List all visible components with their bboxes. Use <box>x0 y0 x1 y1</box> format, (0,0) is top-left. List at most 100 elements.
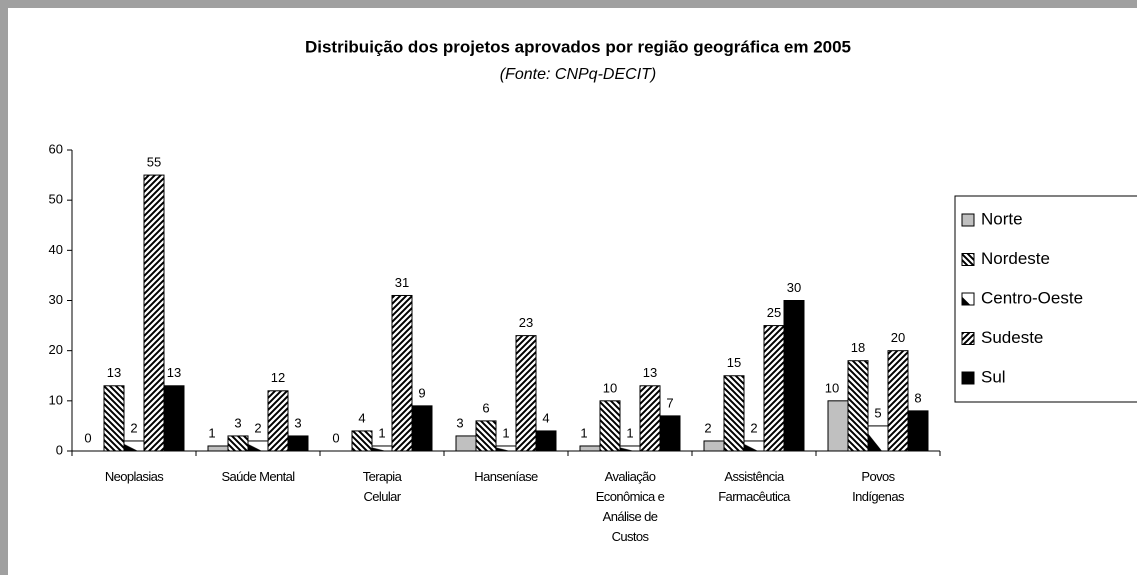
bar <box>371 445 393 452</box>
x-tick-label-line: Saúde Mental <box>221 469 295 484</box>
x-tick-label: Hanseníase <box>474 469 538 484</box>
value-label: 9 <box>418 385 425 400</box>
x-tick-label-line: Hanseníase <box>474 469 538 484</box>
y-tick-label: 60 <box>49 141 63 156</box>
bar <box>579 445 601 452</box>
bar <box>351 430 373 452</box>
x-tick-label-line: Terapia <box>363 469 403 484</box>
x-tick-label-line: Econômica e <box>596 489 665 504</box>
legend-label: Sul <box>981 367 1006 386</box>
legend-swatch <box>961 332 975 345</box>
legend-swatch <box>961 292 975 306</box>
bar <box>907 410 929 452</box>
bar <box>207 445 229 452</box>
bar <box>827 400 849 452</box>
bar <box>599 400 621 452</box>
value-label: 31 <box>395 275 409 290</box>
x-tick-label-line: Celular <box>364 489 402 504</box>
bar <box>847 360 869 452</box>
bar <box>515 335 537 452</box>
value-label: 12 <box>271 370 285 385</box>
bar <box>743 440 765 452</box>
value-label: 1 <box>580 425 587 440</box>
bar <box>143 174 165 452</box>
value-label: 10 <box>603 380 617 395</box>
bar <box>103 385 125 452</box>
legend-label: Norte <box>981 209 1023 228</box>
value-label: 55 <box>147 155 161 170</box>
x-tick-label-line: Assistência <box>724 469 785 484</box>
x-tick-label: Avaliação Econômica e Análise de Custos <box>596 469 665 544</box>
legend-label: Nordeste <box>981 249 1050 268</box>
x-tick-label-line: Indígenas <box>852 489 905 504</box>
bar <box>123 440 145 452</box>
value-label: 30 <box>787 280 801 295</box>
legend-label: Sudeste <box>981 328 1043 347</box>
x-tick-label: Terapia Celular <box>363 469 403 504</box>
value-label: 1 <box>626 425 633 440</box>
legend-label: Centro-Oeste <box>981 288 1083 307</box>
value-label: 4 <box>542 410 549 425</box>
bar <box>703 440 725 452</box>
bar <box>411 405 433 452</box>
chart-subtitle: (Fonte: CNPq-DECIT) <box>500 66 656 83</box>
value-label: 2 <box>254 420 261 435</box>
value-label: 20 <box>891 330 905 345</box>
y-tick-label: 40 <box>49 242 63 257</box>
value-label: 2 <box>750 420 757 435</box>
chart-title: Distribuição dos projetos aprovados por … <box>305 37 851 56</box>
legend-swatch <box>961 213 975 227</box>
x-tick-label: Assistência Farmacêutica <box>718 469 791 504</box>
value-label: 6 <box>482 400 489 415</box>
bar <box>535 430 557 452</box>
bar <box>455 435 477 452</box>
x-tick-label-line: Farmacêutica <box>718 489 791 504</box>
value-label: 10 <box>825 380 839 395</box>
value-label: 2 <box>130 420 137 435</box>
bar <box>723 375 745 452</box>
value-label: 13 <box>643 365 657 380</box>
legend-swatch <box>961 253 975 266</box>
x-tick-label-line: Análise de <box>603 509 658 524</box>
y-tick-label: 10 <box>49 392 63 407</box>
value-label: 7 <box>666 395 673 410</box>
bar <box>783 300 805 452</box>
window-frame-left <box>0 0 8 575</box>
bar <box>887 350 909 452</box>
value-label: 5 <box>874 405 881 420</box>
value-label: 0 <box>332 430 339 445</box>
bar <box>763 325 785 452</box>
value-label: 13 <box>167 365 181 380</box>
value-label: 3 <box>234 415 241 430</box>
legend-swatch <box>961 371 975 385</box>
bar <box>247 440 269 452</box>
bar <box>267 390 289 452</box>
x-tick-label: Povos Indígenas <box>852 469 905 504</box>
x-tick-label-line: Povos <box>861 469 895 484</box>
bar <box>475 420 497 452</box>
bar <box>163 385 185 452</box>
window-frame-top <box>0 0 1137 8</box>
legend-box <box>954 195 1137 403</box>
value-label: 0 <box>84 430 91 445</box>
value-label: 1 <box>502 425 509 440</box>
value-label: 18 <box>851 340 865 355</box>
value-label: 1 <box>378 425 385 440</box>
bar <box>287 435 309 452</box>
bar <box>659 415 681 452</box>
y-tick-label: 50 <box>49 192 63 207</box>
y-tick-label: 20 <box>49 342 63 357</box>
value-label: 1 <box>208 425 215 440</box>
bar <box>227 435 249 452</box>
value-label: 2 <box>704 420 711 435</box>
bar <box>639 385 661 452</box>
value-label: 25 <box>767 305 781 320</box>
x-tick-label: Saúde Mental <box>221 469 295 484</box>
value-label: 4 <box>358 410 365 425</box>
bar <box>619 445 641 452</box>
y-tick-label: 30 <box>49 292 63 307</box>
bar <box>867 425 889 452</box>
value-label: 8 <box>914 390 921 405</box>
y-tick-label: 0 <box>56 442 63 457</box>
